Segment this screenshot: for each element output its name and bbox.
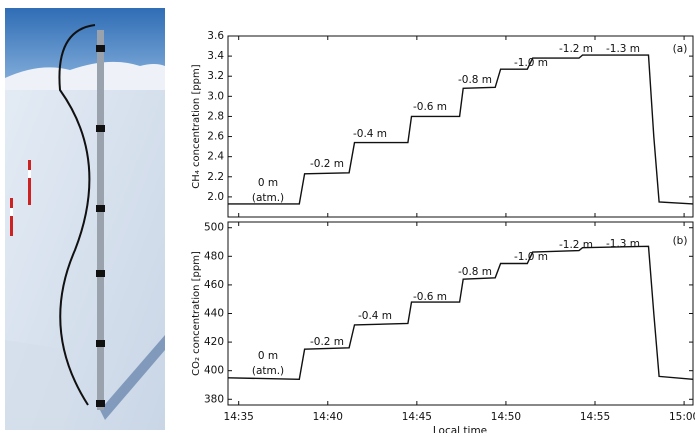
plot-frame: [228, 36, 693, 217]
y-tick-label: 2.0: [207, 191, 224, 203]
annotation: -0.4 m: [353, 128, 387, 140]
x-tick-label: 14:40: [313, 411, 343, 423]
x-axis-label: Local time: [433, 425, 487, 433]
annotation: (atm.): [252, 192, 284, 204]
annotation: -0.8 m: [458, 74, 492, 86]
annotation: -1.3 m: [606, 238, 640, 250]
annotation: (atm.): [252, 365, 284, 377]
annotation: -1.0 m: [514, 57, 548, 69]
x-tick-label: 14:50: [491, 411, 521, 423]
y-tick-label: 480: [204, 250, 224, 262]
annotation: -0.4 m: [358, 310, 392, 322]
annotation: -1.0 m: [514, 251, 548, 263]
annotation: -0.2 m: [310, 158, 344, 170]
y-tick-label: 460: [204, 279, 224, 291]
y-tick-label: 2.8: [207, 110, 224, 122]
annotation: -0.2 m: [310, 336, 344, 348]
y-tick-label: 2.4: [207, 151, 224, 163]
y-tick-label: 400: [204, 365, 224, 377]
x-tick-label: 14:35: [224, 411, 254, 423]
figure: 2.0 2.2 2.4 2.6 2.8 3.0 3.2 3.4 3.6 CH₄ concentra…: [0, 0, 695, 433]
y-tick-label: 3.0: [207, 90, 224, 102]
panel-label: (b): [673, 235, 688, 247]
annotation: -0.6 m: [413, 291, 447, 303]
annotation: -0.6 m: [413, 101, 447, 113]
y-tick-label: 2.6: [207, 131, 224, 143]
y-tick-label: 3.2: [207, 70, 224, 82]
panel-label: (a): [673, 43, 688, 55]
annotation: -0.8 m: [458, 266, 492, 278]
y-axis-label: CH₄ concentration [ppm]: [191, 64, 202, 188]
photo: [5, 8, 165, 430]
y-tick-label: 3.6: [207, 30, 224, 42]
annotation: 0 m: [258, 177, 278, 189]
annotation: -1.2 m: [559, 43, 593, 55]
x-tick-label: 14:55: [580, 411, 610, 423]
annotation: -1.3 m: [606, 43, 640, 55]
x-tick-label: 14:45: [402, 411, 432, 423]
y-tick-label: 2.2: [207, 171, 224, 183]
annotation: -1.2 m: [559, 239, 593, 251]
y-tick-label: 440: [204, 308, 224, 320]
y-tick-label: 420: [204, 336, 224, 348]
y-axis-label: CO₂ concentration [ppm]: [191, 251, 202, 376]
y-tick-label: 3.4: [207, 50, 224, 62]
y-tick-label: 500: [204, 222, 224, 234]
y-tick-label: 380: [204, 393, 224, 405]
x-tick-label: 15:00: [669, 411, 695, 423]
annotation: 0 m: [258, 350, 278, 362]
